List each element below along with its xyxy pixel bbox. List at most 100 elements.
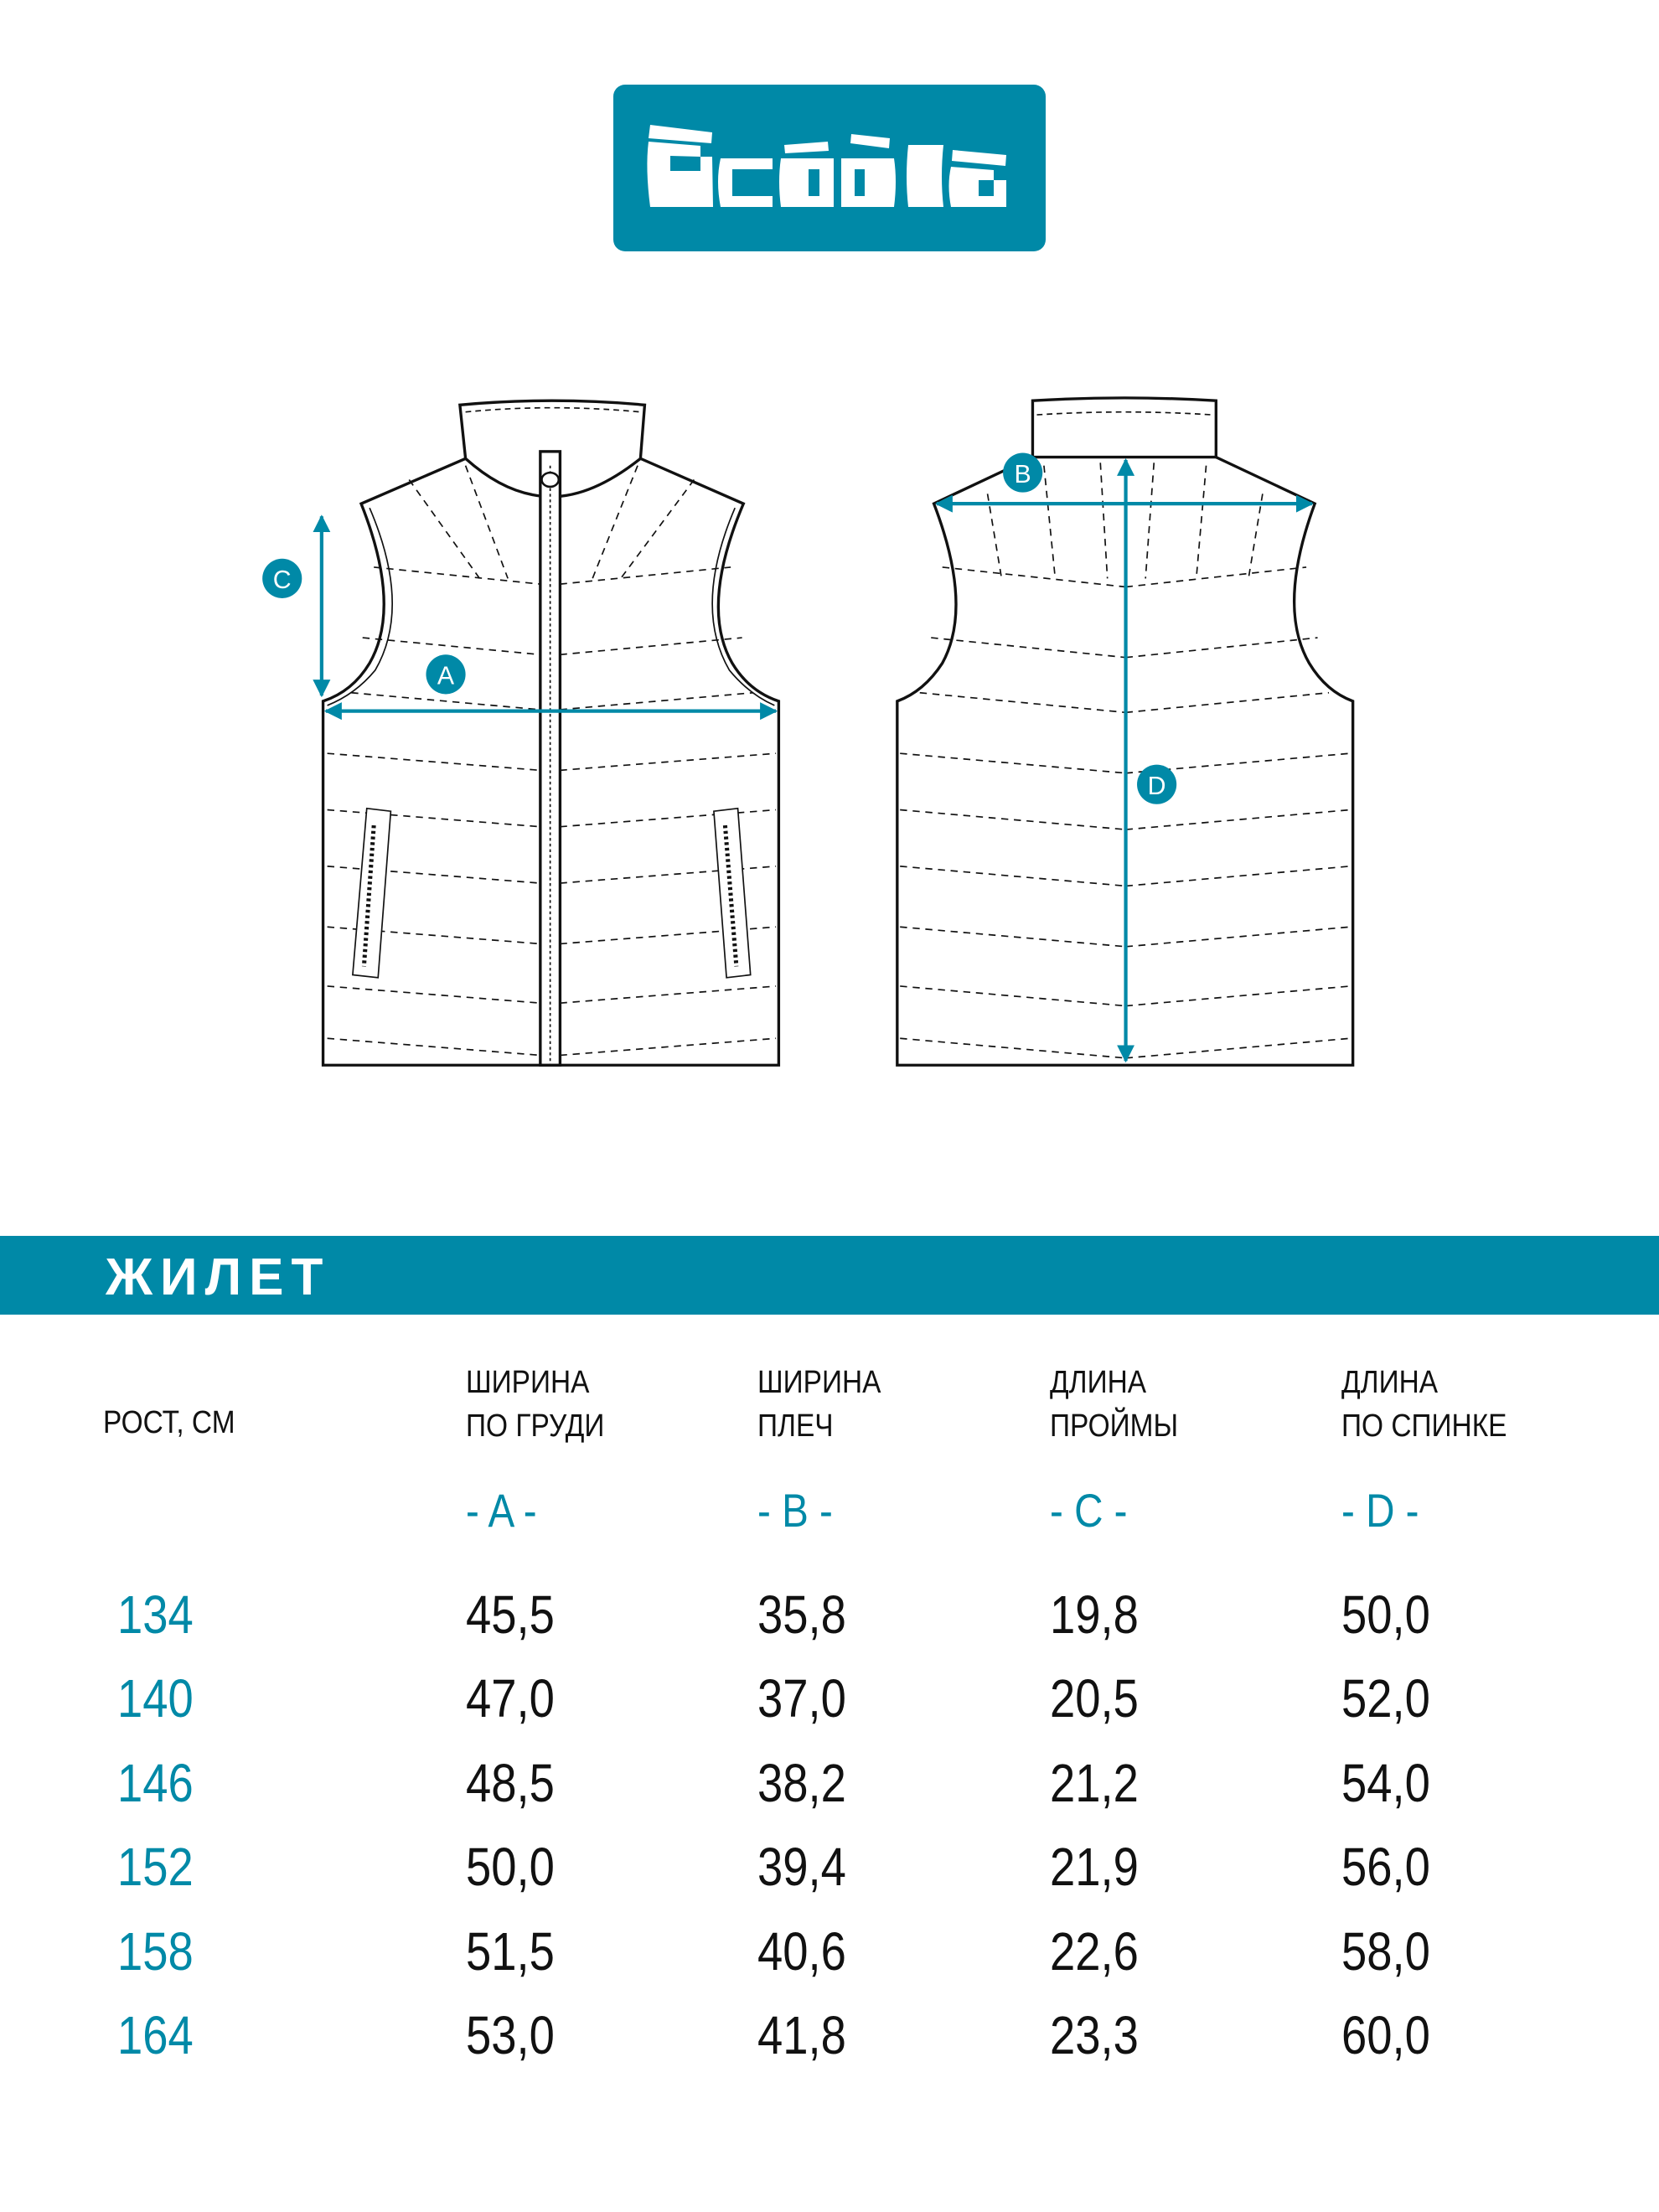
quilting-stitch (900, 926, 1126, 948)
col-a-letter: - A - (466, 1484, 537, 1537)
value-cell: 48,5 (466, 1752, 555, 1813)
value-cell: 23,3 (1050, 2005, 1139, 2065)
quilting-stitch (327, 809, 540, 828)
col-c-line2: ПРОЙМЫ (1050, 1408, 1179, 1444)
col-b-line2: ПЛЕЧ (757, 1408, 834, 1444)
value-cell: 21,9 (1050, 1837, 1139, 1898)
quilting-stitch (1125, 566, 1307, 588)
measurement-a: A (323, 654, 778, 721)
brand-logo (613, 85, 1046, 251)
value-cell: 39,4 (757, 1837, 846, 1898)
label-a: A (437, 663, 455, 690)
quilting-stitch (362, 637, 540, 656)
quilting-stitch (560, 637, 742, 656)
quilting-stitch (1125, 926, 1351, 948)
value-cell: 22,6 (1050, 1920, 1139, 1982)
col-b-line1: ШИРИНА (757, 1365, 881, 1400)
value-cell: 35,8 (757, 1584, 846, 1645)
section-title: ЖИЛЕТ (106, 1248, 331, 1306)
value-cell: 37,0 (757, 1668, 846, 1729)
back-vest-drawing (896, 396, 1355, 1067)
label-b: B (1015, 461, 1031, 488)
quilting-stitch (327, 926, 540, 945)
quilting-stitch (1125, 691, 1330, 714)
value-cell: 50,0 (1341, 1584, 1430, 1645)
size-cell: 158 (117, 1920, 194, 1982)
value-cell: 20,5 (1050, 1668, 1139, 1729)
quilting-stitch (1248, 494, 1264, 579)
section-banner: ЖИЛЕТ (0, 1236, 1659, 1315)
quilting-stitch (1125, 637, 1318, 659)
quilting-stitch (1125, 985, 1351, 1007)
value-cell: 58,0 (1341, 1920, 1430, 1982)
left-pocket-zipper (352, 807, 392, 979)
quilting-stitch (560, 691, 754, 711)
quilting-stitch (327, 985, 540, 1005)
quilting-stitch (1125, 809, 1351, 830)
acoola-logo-mark (647, 125, 1006, 207)
size-cell: 152 (117, 1837, 194, 1898)
value-cell: 19,8 (1050, 1584, 1139, 1645)
col-a-line2: ПО ГРУДИ (466, 1408, 605, 1444)
col-d-letter: - D - (1341, 1484, 1419, 1537)
quilting-stitch (327, 1037, 540, 1057)
front-vest-drawing (321, 399, 781, 1067)
quilting-stitch (560, 752, 777, 772)
col-c-letter: - C - (1050, 1484, 1128, 1537)
quilting-stitch (560, 809, 777, 828)
quilting-stitch (919, 691, 1126, 714)
col-d-line2: ПО СПИНКЕ (1341, 1408, 1507, 1444)
quilting-stitch (327, 866, 540, 884)
value-cell: 21,2 (1050, 1752, 1139, 1813)
quilting-stitch (408, 479, 481, 579)
quilting-stitch (900, 752, 1126, 774)
quilting-stitch (620, 479, 695, 579)
value-cell: 41,8 (757, 2005, 846, 2065)
value-cell: 56,0 (1341, 1837, 1430, 1898)
value-cell: 54,0 (1341, 1752, 1430, 1813)
value-cell: 53,0 (466, 2005, 555, 2065)
row-header: РОСТ, СМ (103, 1405, 235, 1440)
quilting-stitch (1099, 463, 1109, 579)
value-cell: 45,5 (466, 1584, 555, 1645)
quilting-stitch (1145, 463, 1155, 579)
quilting-stitch (351, 691, 540, 711)
col-b-letter: - B - (757, 1484, 833, 1537)
quilting-stitch (1125, 1037, 1351, 1059)
size-cell: 146 (117, 1752, 194, 1813)
quilting-stitch (1125, 866, 1351, 887)
quilting-stitch (1195, 465, 1207, 579)
quilting-stitch (986, 494, 1003, 579)
measurement-c: C (262, 514, 331, 698)
quilting-stitch (560, 566, 731, 585)
value-cell: 40,6 (757, 1920, 846, 1982)
vest-measurement-diagram: A C B D (262, 396, 1355, 1067)
col-c-line1: ДЛИНА (1050, 1365, 1147, 1400)
size-cell: 134 (117, 1584, 194, 1645)
quilting-stitch (942, 566, 1126, 588)
quilting-stitch (900, 809, 1126, 830)
value-cell: 52,0 (1341, 1668, 1430, 1729)
label-c: C (273, 566, 292, 594)
measurement-d: D (1117, 457, 1177, 1063)
size-cell: 164 (117, 2005, 194, 2065)
value-cell: 50,0 (466, 1837, 555, 1898)
value-cell: 60,0 (1341, 2005, 1430, 2065)
quilting-stitch (900, 1037, 1126, 1059)
quilting-stitch (374, 566, 540, 585)
right-pocket-zipper (713, 807, 752, 979)
value-cell: 47,0 (466, 1668, 555, 1729)
quilting-stitch (327, 752, 540, 772)
col-a-line1: ШИРИНА (466, 1365, 590, 1400)
quilting-stitch (560, 985, 777, 1005)
col-d-line1: ДЛИНА (1341, 1365, 1439, 1400)
quilting-stitch (900, 866, 1126, 887)
quilting-stitch (1043, 465, 1057, 579)
size-cell: 140 (117, 1668, 194, 1729)
quilting-stitch (931, 637, 1126, 659)
value-cell: 38,2 (757, 1752, 846, 1813)
back-quilting-lines (900, 463, 1351, 1059)
value-cell: 51,5 (466, 1920, 555, 1982)
label-d: D (1148, 773, 1166, 800)
quilting-stitch (560, 1037, 777, 1057)
